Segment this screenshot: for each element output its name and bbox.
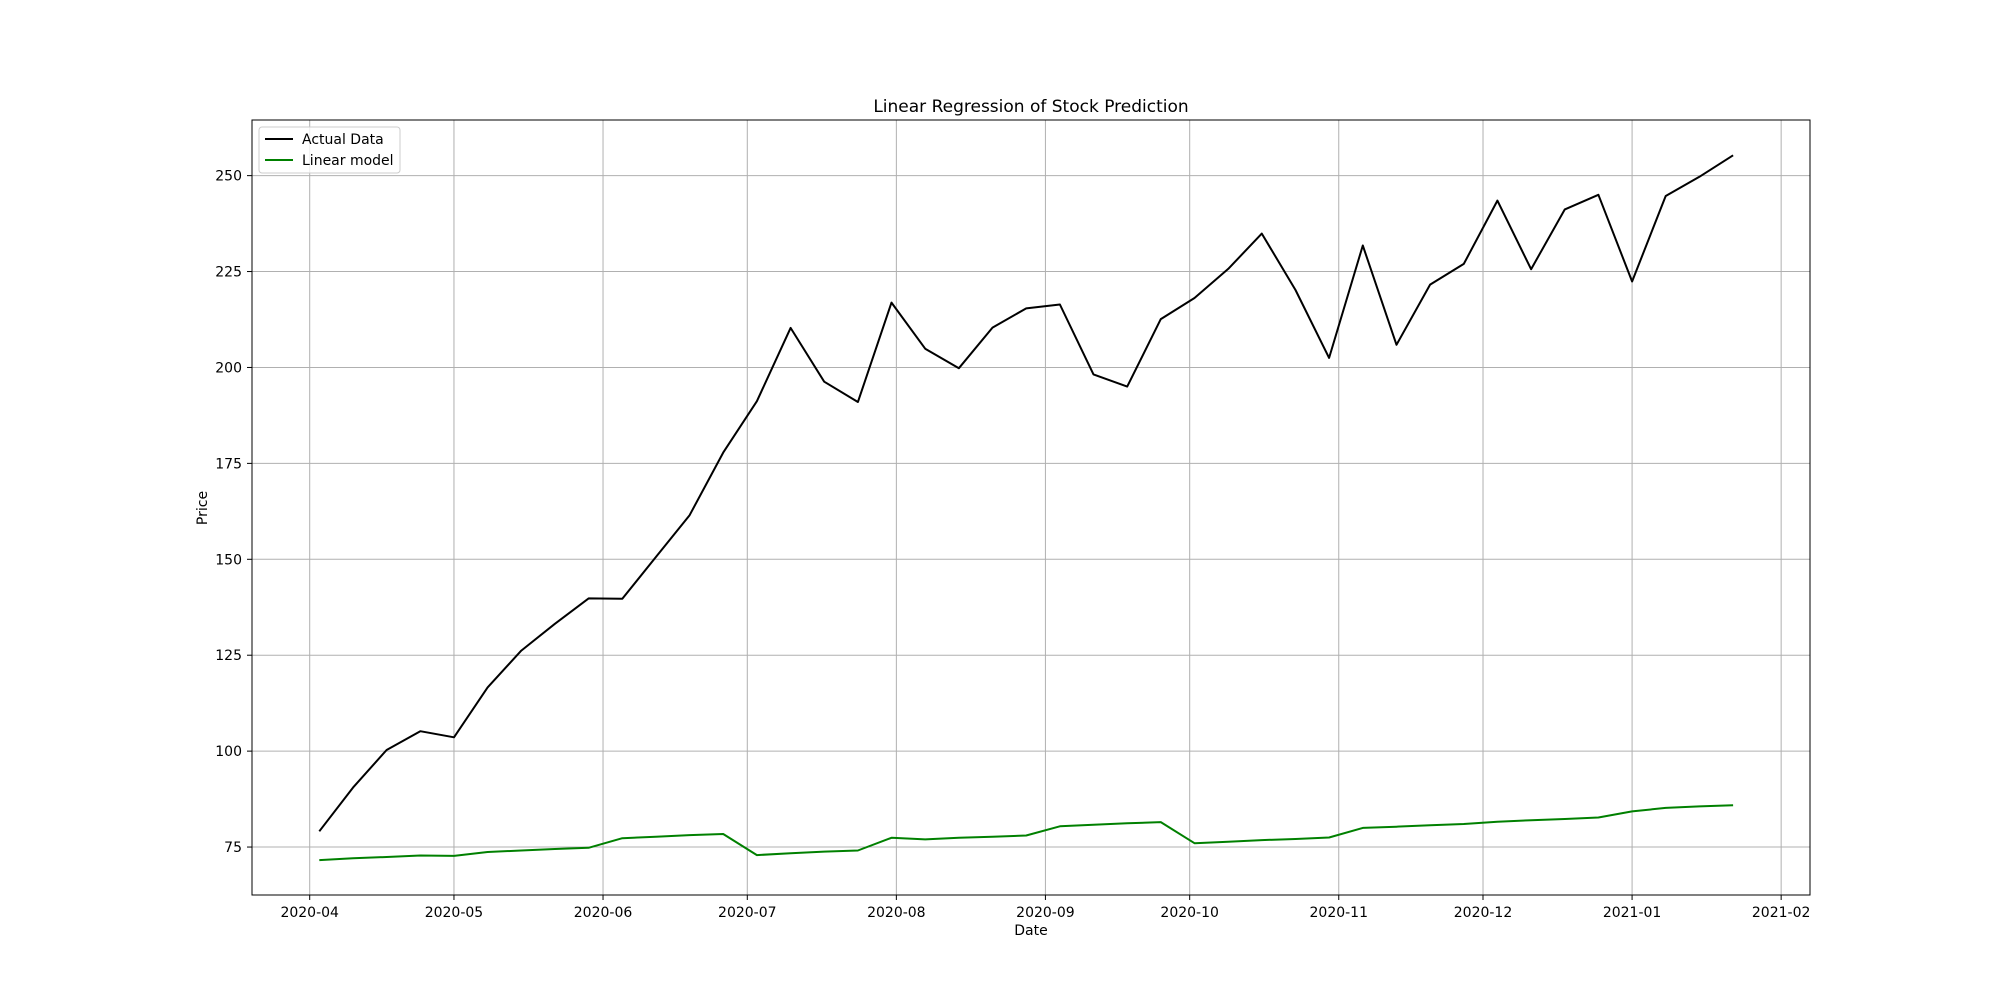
grid	[252, 120, 1810, 895]
axis-ticks: 2020-04 2020-05 2020-06 2020-07 2020-08 2020-…	[215, 169, 1810, 921]
x-tick-label: 2020-04	[280, 905, 339, 921]
y-tick-label: 75	[224, 840, 242, 856]
y-tick-label: 225	[215, 265, 242, 281]
y-tick-label: 250	[215, 169, 242, 185]
y-tick-label: 200	[215, 360, 242, 376]
x-tick-label: 2020-05	[425, 905, 484, 921]
series-line-linear-model	[319, 804, 1734, 862]
x-tick-label: 2020-11	[1310, 905, 1369, 921]
x-tick-label: 2020-06	[574, 905, 633, 921]
x-axis-label: Date	[1014, 923, 1047, 939]
legend-box	[258, 126, 401, 174]
y-tick-label: 100	[215, 744, 242, 760]
chart-title: Linear Regression of Stock Prediction	[873, 97, 1188, 117]
x-tick-label: 2020-08	[867, 905, 926, 921]
y-tick-label: 125	[215, 648, 242, 664]
legend-label-linear-model: Linear model	[302, 153, 394, 169]
legend-label-actual-data: Actual Data	[302, 132, 384, 148]
y-axis-label: Price	[195, 491, 211, 525]
x-tick-label: 2020-10	[1160, 905, 1219, 921]
x-tick-label: 2021-01	[1603, 905, 1662, 921]
x-tick-label: 2020-12	[1454, 905, 1513, 921]
x-tick-label: 2020-07	[718, 905, 777, 921]
plot-frame	[251, 119, 1811, 896]
y-tick-label: 175	[215, 456, 242, 472]
x-tick-label: 2020-09	[1016, 905, 1075, 921]
y-tick-label: 150	[215, 552, 242, 568]
series-layer	[318, 154, 1734, 862]
legend: Actual Data Linear model	[258, 126, 401, 174]
series-line-actual-data	[318, 154, 1734, 832]
x-tick-label: 2021-02	[1752, 905, 1811, 921]
